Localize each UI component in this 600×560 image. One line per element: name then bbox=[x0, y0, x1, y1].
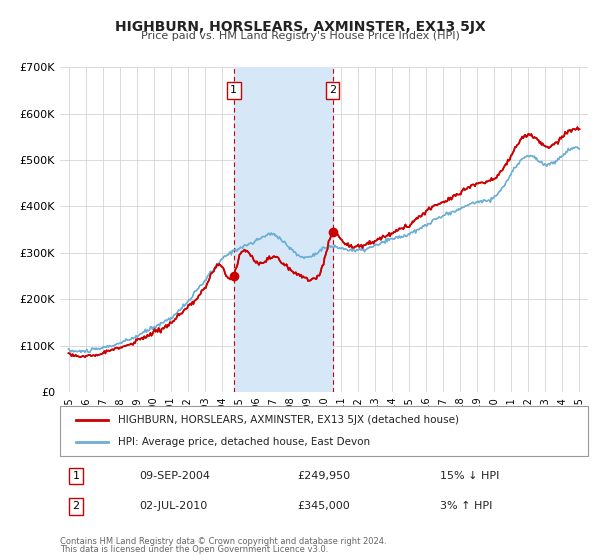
Text: 09-SEP-2004: 09-SEP-2004 bbox=[139, 471, 210, 481]
Text: HPI: Average price, detached house, East Devon: HPI: Average price, detached house, East… bbox=[118, 437, 370, 447]
Text: 1: 1 bbox=[73, 471, 79, 481]
Text: 15% ↓ HPI: 15% ↓ HPI bbox=[440, 471, 500, 481]
Text: HIGHBURN, HORSLEARS, AXMINSTER, EX13 5JX: HIGHBURN, HORSLEARS, AXMINSTER, EX13 5JX bbox=[115, 20, 485, 34]
Text: 3% ↑ HPI: 3% ↑ HPI bbox=[440, 501, 493, 511]
Text: Contains HM Land Registry data © Crown copyright and database right 2024.: Contains HM Land Registry data © Crown c… bbox=[60, 537, 386, 546]
Text: Price paid vs. HM Land Registry's House Price Index (HPI): Price paid vs. HM Land Registry's House … bbox=[140, 31, 460, 41]
Bar bbox=[234, 67, 332, 392]
Text: This data is licensed under the Open Government Licence v3.0.: This data is licensed under the Open Gov… bbox=[60, 545, 328, 554]
Text: £345,000: £345,000 bbox=[298, 501, 350, 511]
Text: 02-JUL-2010: 02-JUL-2010 bbox=[139, 501, 208, 511]
Text: 1: 1 bbox=[230, 86, 237, 95]
Text: 2: 2 bbox=[329, 86, 336, 95]
Text: £249,950: £249,950 bbox=[298, 471, 351, 481]
FancyBboxPatch shape bbox=[60, 406, 588, 456]
Text: 2: 2 bbox=[72, 501, 79, 511]
Text: HIGHBURN, HORSLEARS, AXMINSTER, EX13 5JX (detached house): HIGHBURN, HORSLEARS, AXMINSTER, EX13 5JX… bbox=[118, 415, 459, 425]
